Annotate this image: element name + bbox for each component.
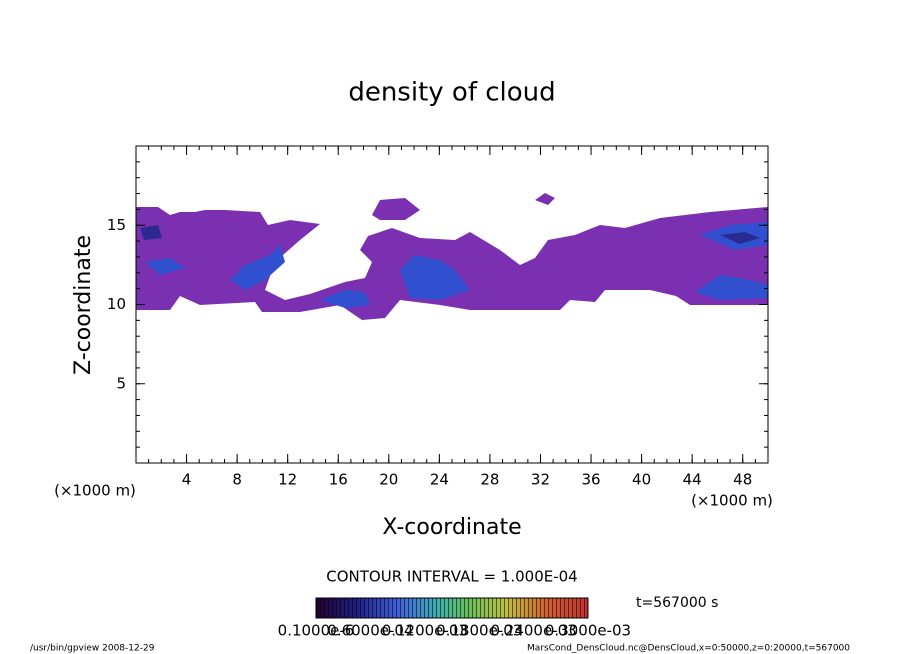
colorbar-label: 0.1200e-03 bbox=[382, 622, 468, 640]
x-unit: (×1000 m) bbox=[691, 492, 773, 510]
footer-right: MarsCond_DensCloud.nc@DensCloud,x=0:5000… bbox=[527, 644, 850, 654]
x-tick-label: 48 bbox=[733, 471, 752, 489]
x-tick-label: 12 bbox=[278, 471, 297, 489]
y-axis-label: Z-coordinate bbox=[71, 235, 96, 375]
x-tick-label: 20 bbox=[379, 471, 398, 489]
y-tick-label: 5 bbox=[116, 374, 126, 392]
x-tick-label: 24 bbox=[430, 471, 449, 489]
footer-left: /usr/bin/gpview 2008-12-29 bbox=[30, 644, 155, 654]
colorbar-label: 0.6000e-04 bbox=[327, 622, 413, 640]
x-axis-label: X-coordinate bbox=[382, 515, 521, 540]
colorbar-label: 0.3000e-03 bbox=[545, 622, 631, 640]
x-tick-label: 40 bbox=[632, 471, 651, 489]
x-tick-label: 44 bbox=[683, 471, 702, 489]
contour-interval: CONTOUR INTERVAL = 1.000E-04 bbox=[326, 568, 577, 586]
y-tick-label: 10 bbox=[107, 295, 126, 313]
time-label: t=567000 s bbox=[636, 595, 718, 611]
x-tick-label: 8 bbox=[232, 471, 242, 489]
colorbar-label: 0.1800e-03 bbox=[436, 622, 522, 640]
colorbar-label: 0.2400e-03 bbox=[490, 622, 576, 640]
x-tick-label: 4 bbox=[182, 471, 192, 489]
colorbar-stripes bbox=[315, 597, 589, 619]
chart-title: density of cloud bbox=[348, 78, 555, 108]
x-tick-label: 16 bbox=[329, 471, 348, 489]
x-tick-label: 36 bbox=[581, 471, 600, 489]
x-unit: (×1000 m) bbox=[54, 482, 136, 500]
x-tick-label: 32 bbox=[531, 471, 550, 489]
contour-fill bbox=[136, 193, 768, 320]
y-tick-label: 15 bbox=[107, 216, 126, 234]
x-tick-label: 28 bbox=[480, 471, 499, 489]
colorbar-label: 0.1000e-6 bbox=[278, 622, 355, 640]
